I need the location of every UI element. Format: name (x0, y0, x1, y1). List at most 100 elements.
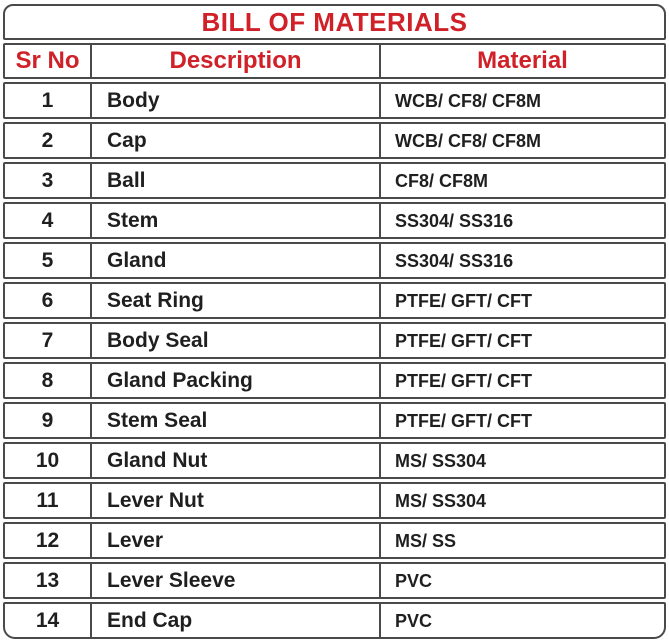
description-cell: Body Seal (90, 324, 379, 357)
material-cell: PTFE/ GFT/ CFT (379, 364, 664, 397)
material-value: WCB/ CF8/ CF8M (395, 130, 541, 151)
material-cell: WCB/ CF8/ CF8M (379, 84, 664, 117)
material-cell: SS304/ SS316 (379, 204, 664, 237)
sr-no-cell: 12 (5, 524, 90, 557)
sr-no-value: 7 (41, 329, 54, 352)
material-value: SS304/ SS316 (395, 250, 514, 271)
material-cell: MS/ SS (379, 524, 664, 557)
sr-no-cell: 11 (5, 484, 90, 517)
sr-no-cell: 13 (5, 564, 90, 597)
sr-no-value: 1 (41, 89, 54, 112)
sr-no-cell: 9 (5, 404, 90, 437)
description-cell: Body (90, 84, 379, 117)
sr-no-cell: 2 (5, 124, 90, 157)
table-row: 13 Lever Sleeve PVC (3, 562, 666, 599)
material-cell: PVC (379, 604, 664, 637)
sr-no-cell: 14 (5, 604, 90, 637)
header-label-material: Material (477, 47, 568, 74)
material-cell: SS304/ SS316 (379, 244, 664, 277)
sr-no-value: 5 (41, 249, 54, 272)
material-value: MS/ SS304 (395, 450, 487, 471)
description-value: Seat Ring (107, 289, 204, 312)
description-cell: Gland (90, 244, 379, 277)
description-cell: Stem (90, 204, 379, 237)
table-title: BILL OF MATERIALS (201, 7, 468, 37)
material-cell: PTFE/ GFT/ CFT (379, 404, 664, 437)
description-value: Gland Packing (107, 369, 253, 392)
table-row: 6 Seat Ring PTFE/ GFT/ CFT (3, 282, 666, 319)
sr-no-value: 3 (41, 169, 54, 192)
sr-no-value: 11 (36, 489, 59, 512)
material-value: CF8/ CF8M (395, 170, 489, 191)
table-row: 1 Body WCB/ CF8/ CF8M (3, 82, 666, 119)
table-row: 5 Gland SS304/ SS316 (3, 242, 666, 279)
description-value: Ball (107, 169, 146, 192)
sr-no-cell: 5 (5, 244, 90, 277)
description-value: Stem Seal (107, 409, 208, 432)
sr-no-value: 8 (41, 369, 54, 392)
description-cell: Gland Packing (90, 364, 379, 397)
sr-no-cell: 8 (5, 364, 90, 397)
description-cell: Lever (90, 524, 379, 557)
sr-no-cell: 1 (5, 84, 90, 117)
sr-no-value: 4 (41, 209, 54, 232)
material-cell: MS/ SS304 (379, 484, 664, 517)
table-header-row: Sr No Description Material (3, 43, 666, 79)
material-value: PTFE/ GFT/ CFT (395, 290, 532, 311)
sr-no-cell: 3 (5, 164, 90, 197)
description-value: Lever Nut (107, 489, 204, 512)
description-value: Cap (107, 129, 147, 152)
material-value: MS/ SS304 (395, 490, 487, 511)
table-body: 1 Body WCB/ CF8/ CF8M 2 Cap WCB/ CF8/ CF… (3, 82, 666, 639)
header-label-sr-no: Sr No (15, 47, 80, 74)
material-value: PTFE/ GFT/ CFT (395, 330, 532, 351)
table-row: 11 Lever Nut MS/ SS304 (3, 482, 666, 519)
description-value: Stem (107, 209, 159, 232)
material-value: SS304/ SS316 (395, 210, 514, 231)
table-row: 3 Ball CF8/ CF8M (3, 162, 666, 199)
description-cell: Gland Nut (90, 444, 379, 477)
sr-no-cell: 7 (5, 324, 90, 357)
table-title-bar: BILL OF MATERIALS (3, 4, 666, 40)
description-cell: Stem Seal (90, 404, 379, 437)
table-row: 9 Stem Seal PTFE/ GFT/ CFT (3, 402, 666, 439)
sr-no-cell: 10 (5, 444, 90, 477)
material-value: WCB/ CF8/ CF8M (395, 90, 541, 111)
description-cell: Ball (90, 164, 379, 197)
description-value: End Cap (107, 609, 193, 632)
description-cell: Cap (90, 124, 379, 157)
material-value: PTFE/ GFT/ CFT (395, 410, 532, 431)
material-cell: CF8/ CF8M (379, 164, 664, 197)
description-value: Body (107, 89, 160, 112)
table-row: 7 Body Seal PTFE/ GFT/ CFT (3, 322, 666, 359)
table-row: 8 Gland Packing PTFE/ GFT/ CFT (3, 362, 666, 399)
description-cell: Lever Sleeve (90, 564, 379, 597)
header-cell-description: Description (90, 45, 379, 77)
description-value: Lever Sleeve (107, 569, 236, 592)
description-cell: Seat Ring (90, 284, 379, 317)
table-row: 12 Lever MS/ SS (3, 522, 666, 559)
table-row: 4 Stem SS304/ SS316 (3, 202, 666, 239)
sr-no-value: 10 (35, 449, 60, 472)
material-cell: MS/ SS304 (379, 444, 664, 477)
description-value: Gland (107, 249, 167, 272)
material-value: PTFE/ GFT/ CFT (395, 370, 532, 391)
sr-no-value: 6 (41, 289, 54, 312)
material-value: PVC (395, 570, 433, 591)
header-cell-sr-no: Sr No (5, 45, 90, 77)
description-cell: Lever Nut (90, 484, 379, 517)
material-value: PVC (395, 610, 433, 631)
material-cell: PTFE/ GFT/ CFT (379, 284, 664, 317)
material-value: MS/ SS (395, 530, 457, 551)
table-row: 2 Cap WCB/ CF8/ CF8M (3, 122, 666, 159)
table-row: 14 End Cap PVC (3, 602, 666, 639)
header-label-description: Description (169, 47, 302, 74)
sr-no-value: 12 (35, 529, 60, 552)
table-row: 10 Gland Nut MS/ SS304 (3, 442, 666, 479)
header-cell-material: Material (379, 45, 664, 77)
sr-no-value: 9 (41, 409, 54, 432)
material-cell: WCB/ CF8/ CF8M (379, 124, 664, 157)
description-value: Body Seal (107, 329, 209, 352)
material-cell: PVC (379, 564, 664, 597)
